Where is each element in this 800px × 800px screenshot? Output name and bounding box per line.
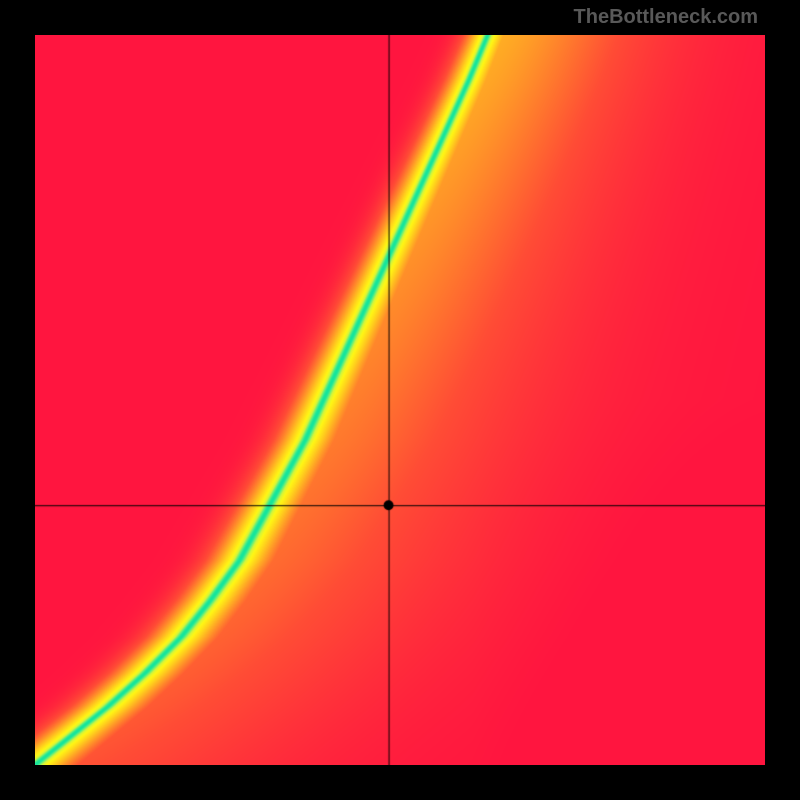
- heatmap-canvas: [35, 35, 765, 765]
- watermark-text: TheBottleneck.com: [574, 6, 758, 29]
- chart-container: TheBottleneck.com: [0, 0, 800, 800]
